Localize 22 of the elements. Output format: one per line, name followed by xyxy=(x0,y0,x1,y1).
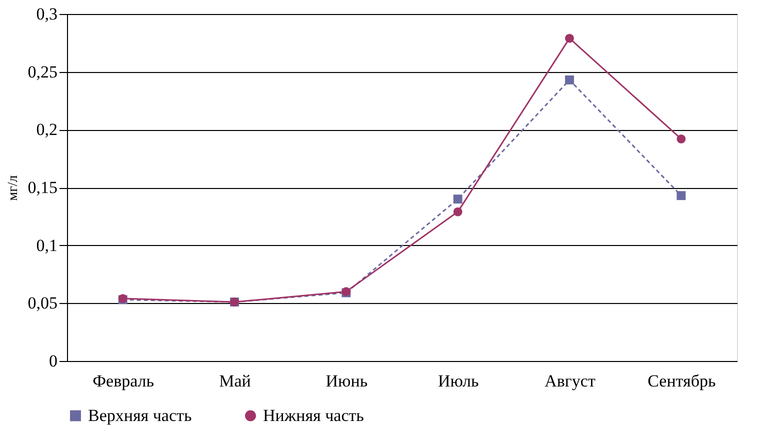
y-tick-label: 0,15 xyxy=(28,178,58,197)
x-tick-label: Июль xyxy=(438,372,479,390)
point xyxy=(565,75,574,84)
y-tick-label: 0,25 xyxy=(28,62,58,82)
y-tick-label: 0,3 xyxy=(36,4,58,24)
y-tick-label: 0,2 xyxy=(36,120,58,140)
point xyxy=(453,207,462,216)
x-tick-label: Февраль xyxy=(92,372,154,390)
y-axis-title: мг/л xyxy=(6,175,21,201)
point xyxy=(453,194,462,204)
legend-label: Верхняя часть xyxy=(88,406,192,425)
x-tick-label: Июнь xyxy=(326,372,368,390)
y-tick-label: 0 xyxy=(49,352,58,370)
x-tick-label: Август xyxy=(544,372,596,390)
x-tick-label: Сентябрь xyxy=(648,372,716,390)
legend-label: Нижняя часть xyxy=(263,406,364,425)
point xyxy=(676,134,686,144)
point xyxy=(565,34,574,43)
x-tick-label: Май xyxy=(219,372,251,390)
point xyxy=(676,191,686,200)
y-tick-label: 0,1 xyxy=(36,236,58,255)
y-tick-label: 0,05 xyxy=(28,294,58,313)
